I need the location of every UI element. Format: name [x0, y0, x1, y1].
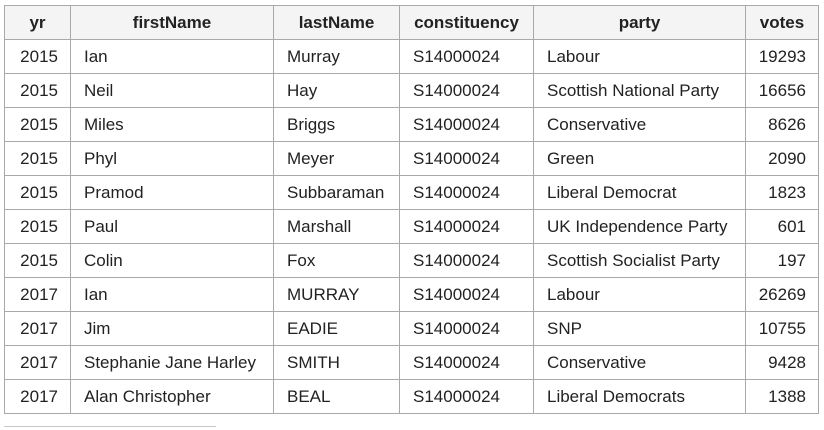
table-row: 2015 Pramod Subbaraman S14000024 Liberal Dem… [4, 175, 819, 210]
column-header-lastname[interactable]: lastName [273, 5, 400, 40]
cell-yr: 2017 [4, 311, 71, 346]
table-row: 2015 Colin Fox S14000024 Scottish Socialist … [4, 243, 819, 278]
table-row: 2017 Jim EADIE S14000024 SNP 10755 [4, 311, 819, 346]
cell-constituency: S14000024 [399, 39, 534, 74]
cell-firstname: Alan Christopher [70, 379, 274, 414]
table-body: 2015 Ian Murray S14000024 Labour 19293 2015 Nei… [4, 39, 819, 414]
cell-lastname: EADIE [273, 311, 400, 346]
column-header-firstname[interactable]: firstName [70, 5, 274, 40]
cell-yr: 2017 [4, 277, 71, 312]
cell-lastname: Fox [273, 243, 400, 278]
column-header-party[interactable]: party [533, 5, 746, 40]
cell-yr: 2015 [4, 73, 71, 108]
cell-votes: 19293 [745, 39, 819, 74]
table-row: 2015 Ian Murray S14000024 Labour 19293 [4, 39, 819, 74]
cell-constituency: S14000024 [399, 345, 534, 380]
cell-firstname: Neil [70, 73, 274, 108]
cell-votes: 16656 [745, 73, 819, 108]
horizontal-scrollbar[interactable] [4, 426, 216, 430]
cell-firstname: Paul [70, 209, 274, 244]
cell-party: Green [533, 141, 746, 176]
cell-votes: 1823 [745, 175, 819, 210]
column-header-yr[interactable]: yr [4, 5, 71, 40]
cell-party: Scottish Socialist Party [533, 243, 746, 278]
cell-party: Conservative [533, 345, 746, 380]
cell-party: Scottish National Party [533, 73, 746, 108]
cell-votes: 601 [745, 209, 819, 244]
column-header-constituency[interactable]: constituency [399, 5, 534, 40]
cell-votes: 2090 [745, 141, 819, 176]
table-row: 2015 Miles Briggs S14000024 Conservative 8626 [4, 107, 819, 142]
cell-constituency: S14000024 [399, 209, 534, 244]
table-row: 2015 Paul Marshall S14000024 UK Independence… [4, 209, 819, 244]
cell-constituency: S14000024 [399, 311, 534, 346]
cell-constituency: S14000024 [399, 107, 534, 142]
cell-constituency: S14000024 [399, 243, 534, 278]
cell-firstname: Stephanie Jane Harley [70, 345, 274, 380]
cell-firstname: Jim [70, 311, 274, 346]
cell-party: Liberal Democrat [533, 175, 746, 210]
cell-party: Conservative [533, 107, 746, 142]
cell-firstname: Colin [70, 243, 274, 278]
cell-votes: 1388 [745, 379, 819, 414]
cell-constituency: S14000024 [399, 175, 534, 210]
table-row: 2017 Ian MURRAY S14000024 Labour 26269 [4, 277, 819, 312]
cell-yr: 2015 [4, 39, 71, 74]
cell-firstname: Phyl [70, 141, 274, 176]
column-header-votes[interactable]: votes [745, 5, 819, 40]
cell-party: Labour [533, 277, 746, 312]
cell-lastname: Subbaraman [273, 175, 400, 210]
cell-lastname: MURRAY [273, 277, 400, 312]
cell-yr: 2015 [4, 107, 71, 142]
cell-firstname: Ian [70, 277, 274, 312]
cell-party: UK Independence Party [533, 209, 746, 244]
cell-votes: 10755 [745, 311, 819, 346]
table-row: 2015 Phyl Meyer S14000024 Green 2090 [4, 141, 819, 176]
cell-yr: 2015 [4, 209, 71, 244]
table-row: 2017 Alan Christopher BEAL S14000024 Liberal… [4, 379, 819, 414]
cell-votes: 8626 [745, 107, 819, 142]
cell-votes: 26269 [745, 277, 819, 312]
cell-lastname: Hay [273, 73, 400, 108]
table-row: 2015 Neil Hay S14000024 Scottish National Pa… [4, 73, 819, 108]
cell-yr: 2017 [4, 345, 71, 380]
cell-votes: 197 [745, 243, 819, 278]
cell-yr: 2015 [4, 243, 71, 278]
cell-lastname: BEAL [273, 379, 400, 414]
table-row: 2017 Stephanie Jane Harley SMITH S14000024 C… [4, 345, 819, 380]
cell-yr: 2015 [4, 175, 71, 210]
cell-lastname: Meyer [273, 141, 400, 176]
cell-constituency: S14000024 [399, 379, 534, 414]
header-row: yr firstName lastName constituency party… [4, 5, 819, 40]
cell-constituency: S14000024 [399, 141, 534, 176]
cell-lastname: SMITH [273, 345, 400, 380]
cell-constituency: S14000024 [399, 277, 534, 312]
cell-lastname: Murray [273, 39, 400, 74]
table-header: yr firstName lastName constituency party… [4, 5, 819, 40]
cell-firstname: Pramod [70, 175, 274, 210]
cell-firstname: Ian [70, 39, 274, 74]
cell-yr: 2017 [4, 379, 71, 414]
cell-party: SNP [533, 311, 746, 346]
results-table: yr firstName lastName constituency party… [4, 5, 819, 414]
cell-constituency: S14000024 [399, 73, 534, 108]
cell-party: Liberal Democrats [533, 379, 746, 414]
cell-firstname: Miles [70, 107, 274, 142]
cell-yr: 2015 [4, 141, 71, 176]
cell-party: Labour [533, 39, 746, 74]
cell-votes: 9428 [745, 345, 819, 380]
cell-lastname: Briggs [273, 107, 400, 142]
cell-lastname: Marshall [273, 209, 400, 244]
